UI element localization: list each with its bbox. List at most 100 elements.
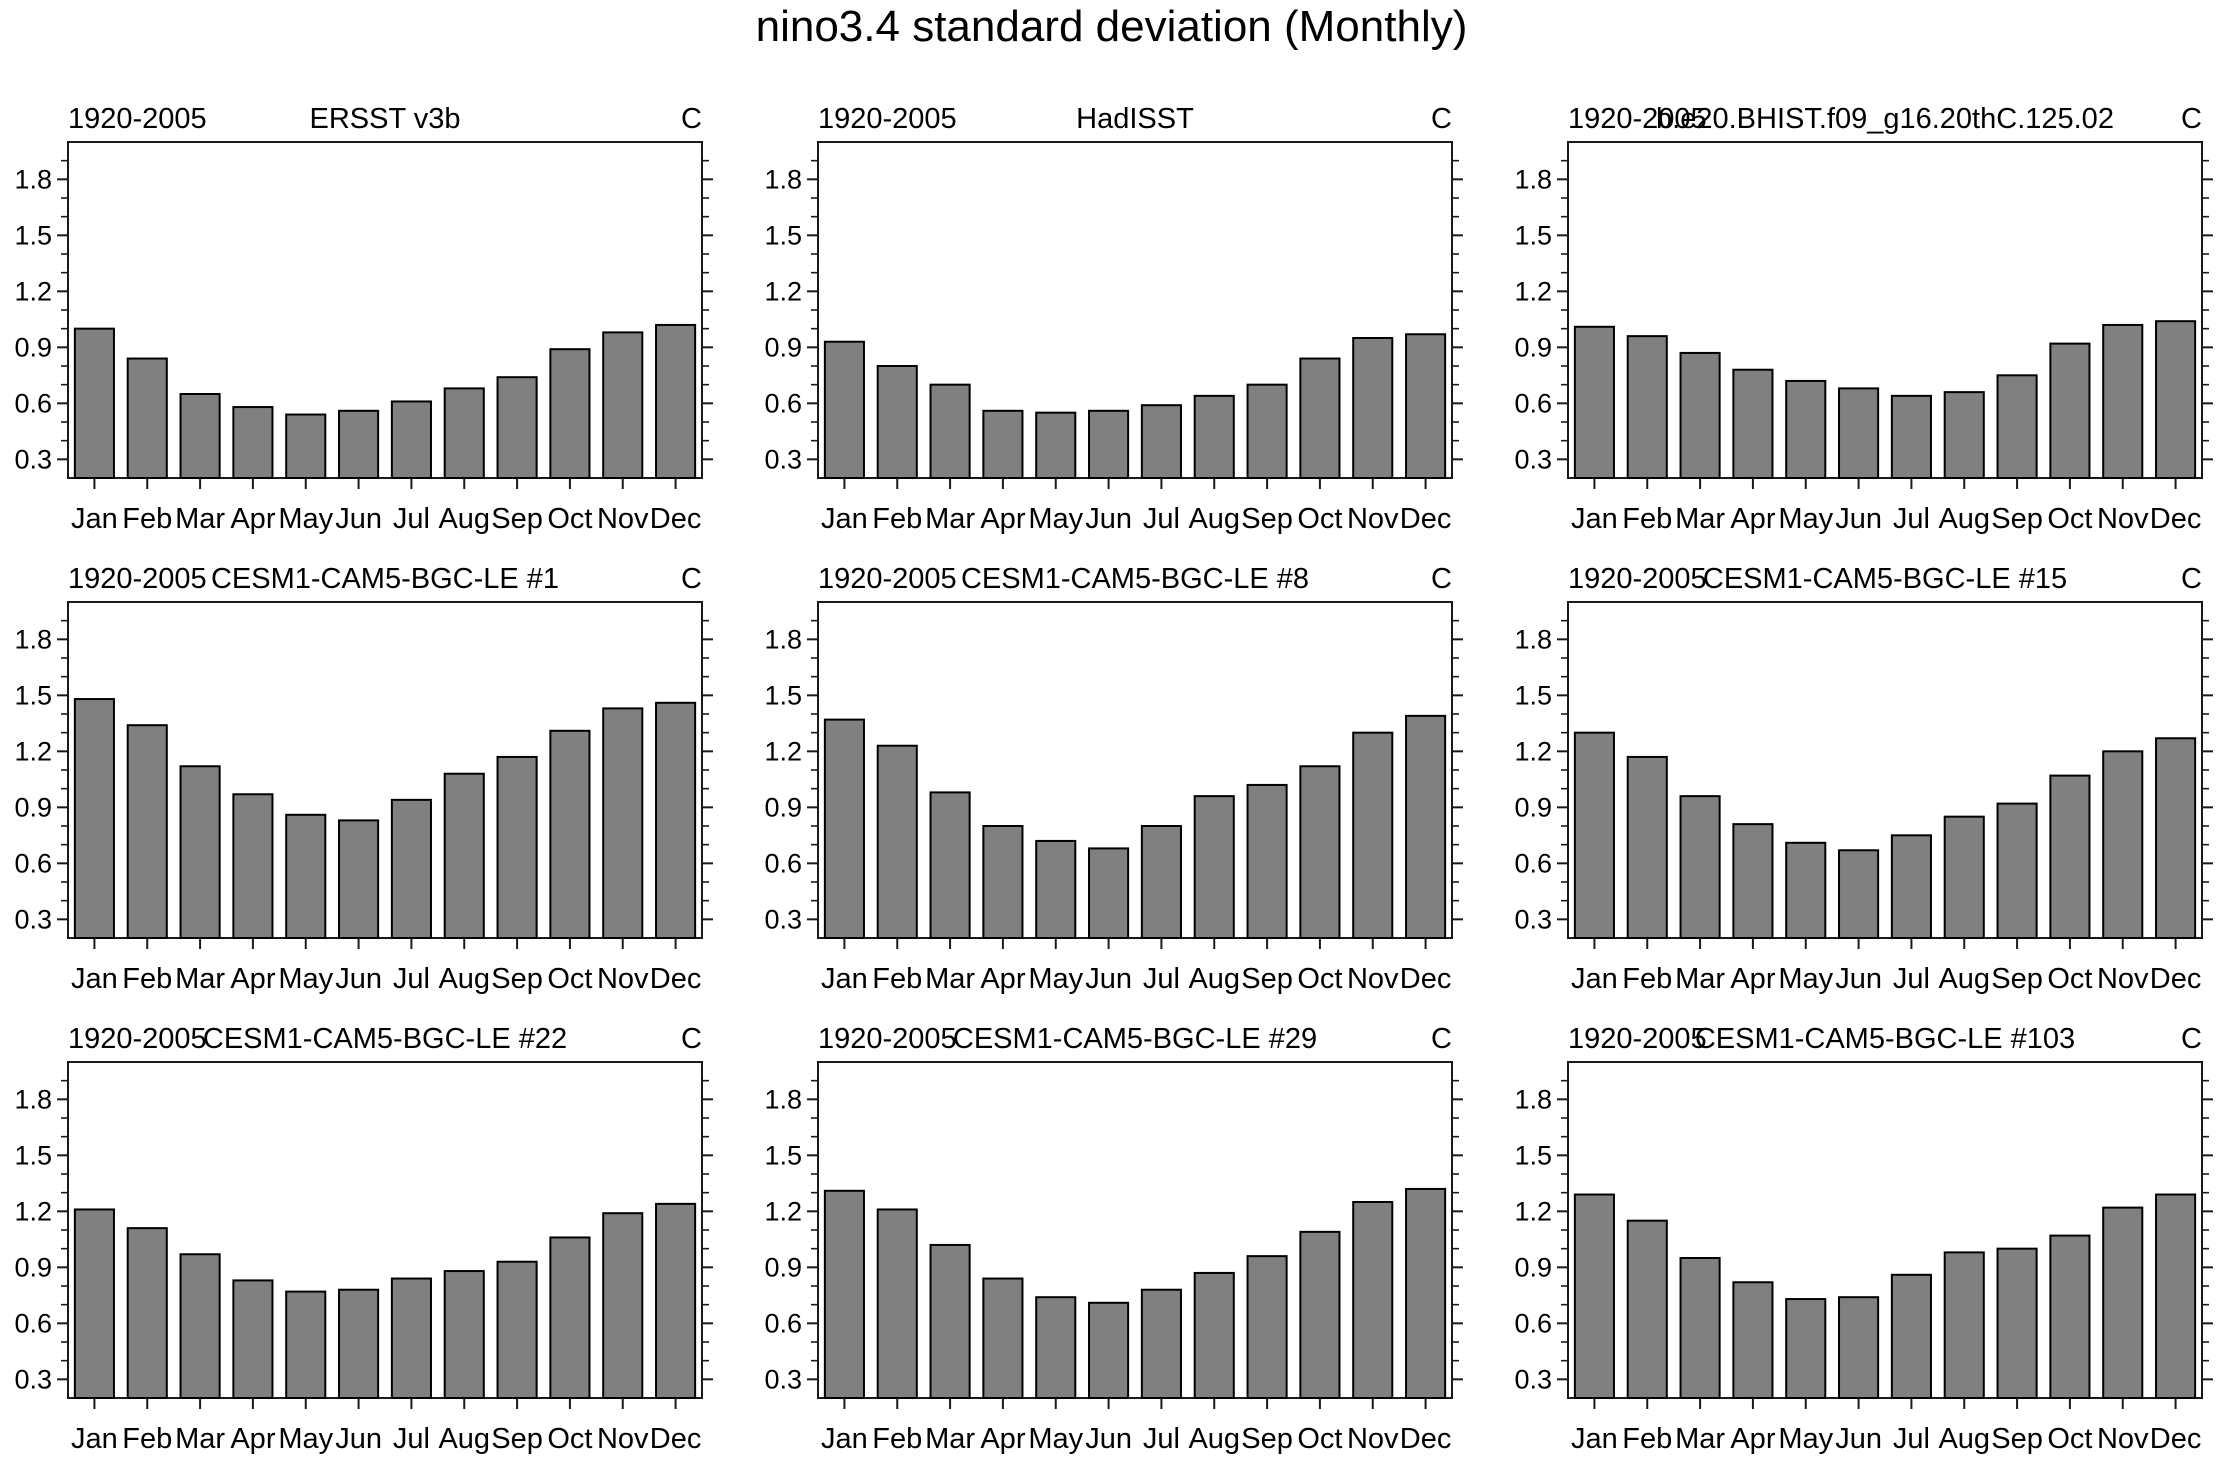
panel-5: 1920-2005 CESM1-CAM5-BGC-LE #8 C 0.3 0.6 0.9 1…: [764, 563, 1463, 995]
bar-apr: [1732, 368, 1774, 480]
month-label: Jun: [335, 503, 382, 535]
bar-oct: [549, 348, 591, 480]
month-label: Jul: [1143, 963, 1180, 995]
month-label: Nov: [597, 1423, 649, 1455]
bar-jul: [1140, 1288, 1182, 1400]
month-label: Apr: [980, 1423, 1025, 1455]
month-label: Nov: [2097, 503, 2149, 535]
month-label: Sep: [491, 503, 543, 535]
month-label: Mar: [175, 963, 225, 995]
y-tick-label: 1.8: [14, 624, 52, 654]
bar-jun: [338, 819, 380, 939]
bar-mar: [179, 1253, 221, 1399]
month-label: Mar: [1675, 963, 1725, 995]
month-label: Dec: [650, 963, 702, 995]
month-label: May: [1778, 503, 1833, 535]
y-tick-label: 1.8: [764, 164, 802, 194]
bar-may: [285, 413, 327, 479]
y-tick-label: 0.3: [14, 444, 52, 474]
month-label: Feb: [1622, 503, 1672, 535]
bar-may: [1035, 411, 1077, 479]
month-label: May: [278, 503, 333, 535]
panel-period-label: 1920-2005: [818, 1023, 957, 1055]
bar-apr: [982, 409, 1024, 479]
y-tick-label: 1.5: [1514, 680, 1552, 710]
bar-jun: [1838, 1296, 1880, 1400]
bar-nov: [602, 1212, 644, 1399]
y-tick-label: 1.8: [14, 1084, 52, 1114]
y-tick-label: 0.6: [1514, 848, 1552, 878]
bar-oct: [1299, 1230, 1341, 1399]
bar-sep: [1246, 1255, 1288, 1399]
panel-period-label: 1920-2005: [68, 103, 207, 135]
month-label: Feb: [122, 503, 172, 535]
bar-may: [1785, 841, 1827, 939]
y-tick-label: 0.3: [764, 1364, 802, 1394]
month-label: Apr: [980, 963, 1025, 995]
bar-aug: [1193, 795, 1235, 939]
bar-nov: [1352, 1201, 1394, 1399]
panel-period-label: 1920-2005: [818, 563, 957, 595]
y-tick-label: 0.9: [764, 792, 802, 822]
bar-oct: [2049, 774, 2091, 939]
bar-jul: [1890, 1273, 1932, 1399]
bar-feb: [876, 744, 918, 939]
month-label: Apr: [1730, 963, 1775, 995]
bar-jul: [390, 798, 432, 939]
plot-frame: [817, 1061, 1453, 1399]
panel-units-label: C: [681, 103, 702, 135]
plot-frame: [817, 141, 1453, 479]
bar-nov: [1352, 731, 1394, 939]
bar-jun: [338, 1288, 380, 1400]
y-tick-label: 1.2: [1514, 1196, 1552, 1226]
y-tick-label: 0.9: [764, 1252, 802, 1282]
month-label: Jan: [71, 963, 118, 995]
bar-feb: [1626, 1219, 1668, 1399]
y-tick-label: 1.8: [1514, 624, 1552, 654]
y-tick-label: 1.8: [1514, 1084, 1552, 1114]
month-label: Nov: [597, 503, 649, 535]
bar-feb: [126, 1227, 168, 1399]
bar-apr: [232, 406, 274, 480]
month-label: Sep: [1241, 963, 1293, 995]
y-tick-label: 0.6: [14, 1308, 52, 1338]
month-label: Jun: [335, 963, 382, 995]
bar-nov: [602, 707, 644, 939]
panel-period-label: 1920-2005: [818, 103, 957, 135]
y-tick-label: 1.5: [14, 1140, 52, 1170]
bar-dec: [2155, 1193, 2197, 1399]
bar-feb: [1626, 755, 1668, 939]
y-tick-label: 1.5: [764, 680, 802, 710]
bar-apr: [982, 1277, 1024, 1399]
month-label: Jan: [1571, 503, 1618, 535]
month-label: Dec: [1400, 503, 1452, 535]
y-tick-label: 0.3: [1514, 904, 1552, 934]
month-label: Mar: [925, 1423, 975, 1455]
month-label: Oct: [547, 1423, 592, 1455]
bar-apr: [1732, 823, 1774, 939]
bar-jan: [823, 718, 865, 939]
bar-apr: [1732, 1281, 1774, 1399]
y-tick-label: 0.9: [764, 332, 802, 362]
month-label: Oct: [2047, 503, 2092, 535]
y-tick-label: 1.8: [764, 1084, 802, 1114]
month-label: Dec: [2150, 1423, 2202, 1455]
bar-nov: [602, 331, 644, 479]
month-label: Jun: [335, 1423, 382, 1455]
month-label: Mar: [1675, 1423, 1725, 1455]
bar-dec: [2155, 320, 2197, 479]
y-tick-label: 0.9: [14, 1252, 52, 1282]
bar-nov: [2102, 1206, 2144, 1399]
bar-oct: [549, 1236, 591, 1399]
month-label: Feb: [1622, 963, 1672, 995]
y-tick-label: 1.5: [14, 220, 52, 250]
month-label: Oct: [2047, 963, 2092, 995]
bar-nov: [2102, 323, 2144, 479]
bar-jan: [73, 327, 115, 479]
panel-units-label: C: [681, 1023, 702, 1055]
month-label: Aug: [438, 963, 490, 995]
month-label: Sep: [1991, 963, 2043, 995]
month-label: Aug: [1188, 963, 1240, 995]
bar-dec: [1405, 714, 1447, 939]
